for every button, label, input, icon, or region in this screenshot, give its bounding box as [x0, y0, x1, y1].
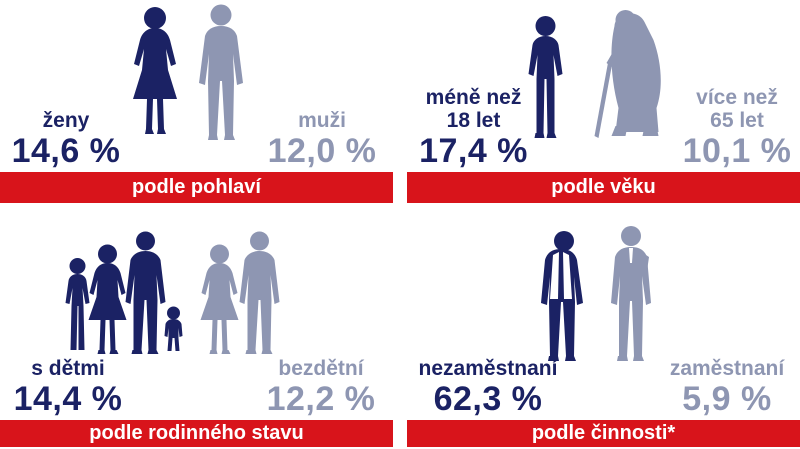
stat-childless: bezdětní 12,2 % — [255, 356, 387, 419]
stat-unemployed-label: nezaměstnaní — [418, 356, 558, 380]
stat-over-65-label: více než 65 let — [696, 85, 778, 132]
stat-women-label: ženy — [42, 108, 90, 132]
activity-figures — [541, 226, 651, 361]
stat-with-children: s dětmi 14,4 % — [2, 356, 134, 419]
man-silhouette-icon — [199, 4, 243, 140]
banner-activity: podle činnosti* — [407, 420, 800, 447]
stat-under-18-label: méně než 18 let — [425, 85, 522, 132]
banner-gender-label: podle pohlaví — [132, 176, 261, 198]
stat-unemployed-value: 62,3 % — [433, 380, 543, 419]
family-with-children-silhouette-icon — [65, 231, 183, 354]
gender-figures — [133, 4, 243, 140]
panel-family-status: s dětmi 14,4 % bezdětní 12,2 % podle rod… — [0, 217, 393, 449]
panel-gender: ženy 14,6 % muži 12,0 % podle pohlaví — [0, 0, 393, 203]
childless-couple-silhouette-icon — [200, 231, 280, 354]
stat-men-label: muži — [298, 108, 346, 132]
stat-with-children-value: 14,4 % — [13, 380, 123, 419]
panel-activity: nezaměstnaní 62,3 % zaměstnaní 5,9 % pod… — [407, 217, 800, 449]
stat-women: ženy 14,6 % — [2, 108, 130, 171]
stat-over-65: více než 65 let 10,1 % — [678, 85, 796, 171]
stat-under-18-value: 17,4 % — [419, 132, 528, 171]
banner-activity-label: podle činnosti* — [531, 422, 676, 444]
stat-childless-value: 12,2 % — [266, 380, 376, 419]
stat-men: muži 12,0 % — [257, 108, 387, 171]
banner-family-status: podle rodinného stavu — [0, 420, 393, 447]
stat-employed: zaměstnaní 5,9 % — [658, 356, 796, 419]
stat-employed-value: 5,9 % — [682, 380, 772, 419]
panel-age: méně než 18 let 17,4 % více než 65 let 1… — [407, 0, 800, 203]
stat-over-65-value: 10,1 % — [682, 132, 792, 171]
stat-with-children-label: s dětmi — [31, 356, 105, 380]
woman-silhouette-icon — [133, 7, 177, 134]
stat-women-value: 14,6 % — [11, 132, 121, 171]
stat-unemployed: nezaměstnaní 62,3 % — [407, 356, 569, 419]
banner-family-status-label: podle rodinného stavu — [89, 422, 304, 444]
family-status-figures — [65, 231, 280, 354]
stat-employed-label: zaměstnaní — [669, 356, 785, 380]
employed-man-silhouette-icon — [611, 226, 651, 361]
banner-age: podle věku — [407, 172, 800, 203]
unemployed-man-silhouette-icon — [541, 231, 583, 361]
banner-gender: podle pohlaví — [0, 172, 393, 203]
stat-under-18: méně než 18 let 17,4 % — [411, 85, 536, 171]
banner-age-label: podle věku — [551, 176, 656, 198]
child-silhouette-icon — [528, 16, 563, 138]
stat-men-value: 12,0 % — [267, 132, 377, 171]
senior-woman-cane-silhouette-icon — [594, 10, 661, 138]
stat-childless-label: bezdětní — [278, 356, 364, 380]
age-figures — [528, 10, 661, 138]
